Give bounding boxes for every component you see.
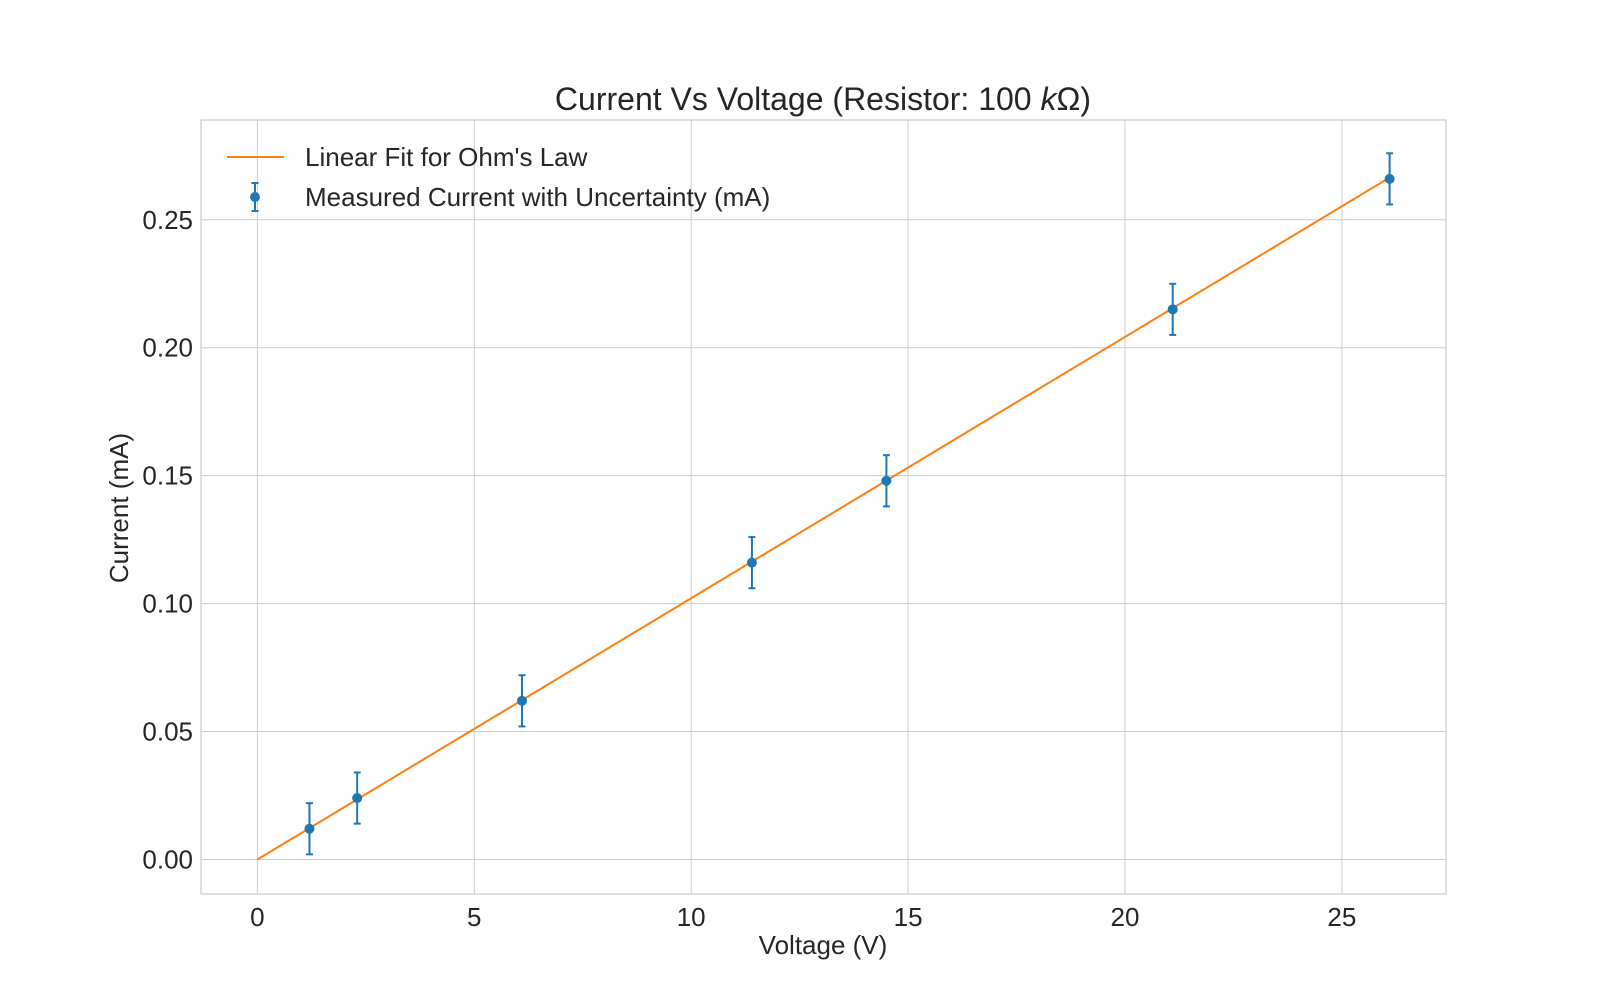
data-point xyxy=(304,802,315,856)
marker xyxy=(517,695,528,706)
marker xyxy=(1167,304,1178,315)
tick-labels: 0 5 10 15 20 25 0.00 0.05 0.10 0.15 0.20 0.25 xyxy=(142,205,1356,932)
marker xyxy=(304,823,315,834)
data-point xyxy=(1167,282,1178,336)
y-tick-label: 0.20 xyxy=(142,333,193,363)
marker xyxy=(352,793,363,804)
x-tick-label: 5 xyxy=(467,902,481,932)
legend-item: Measured Current with Uncertainty (mA) xyxy=(250,182,770,212)
series-layer xyxy=(256,152,1395,861)
legend: Linear Fit for Ohm's Law Measured Current… xyxy=(227,142,770,212)
x-tick-label: 25 xyxy=(1327,902,1356,932)
data-point xyxy=(1384,152,1395,206)
plot-frame xyxy=(200,119,1447,895)
legend-marker-swatch xyxy=(250,192,260,202)
legend-label: Measured Current with Uncertainty (mA) xyxy=(305,182,770,212)
x-tick-label: 0 xyxy=(250,902,264,932)
y-axis-label: Current (mA) xyxy=(104,433,134,583)
y-tick-label: 0.25 xyxy=(142,205,193,235)
data-point xyxy=(746,536,757,590)
x-tick-label: 10 xyxy=(677,902,706,932)
y-tick-label: 0.05 xyxy=(142,717,193,747)
x-axis-label: Voltage (V) xyxy=(759,930,888,960)
x-tick-label: 15 xyxy=(894,902,923,932)
marker xyxy=(1384,173,1395,184)
data-point xyxy=(881,454,892,508)
y-tick-label: 0.00 xyxy=(142,844,193,874)
legend-label: Linear Fit for Ohm's Law xyxy=(305,142,588,172)
chart-title: Current Vs Voltage (Resistor: 100 kΩ) xyxy=(555,81,1091,117)
grid xyxy=(201,120,1446,894)
data-point xyxy=(352,771,363,825)
legend-item: Linear Fit for Ohm's Law xyxy=(227,142,588,172)
x-tick-label: 20 xyxy=(1111,902,1140,932)
y-tick-label: 0.15 xyxy=(142,461,193,491)
data-point xyxy=(517,674,528,728)
y-tick-label: 0.10 xyxy=(142,589,193,619)
marker xyxy=(746,557,757,568)
marker xyxy=(881,475,892,486)
fit-line xyxy=(256,176,1391,861)
